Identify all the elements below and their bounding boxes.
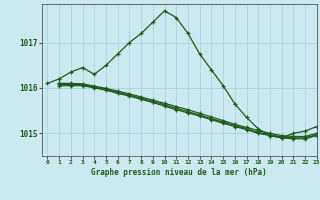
X-axis label: Graphe pression niveau de la mer (hPa): Graphe pression niveau de la mer (hPa) xyxy=(91,168,267,177)
